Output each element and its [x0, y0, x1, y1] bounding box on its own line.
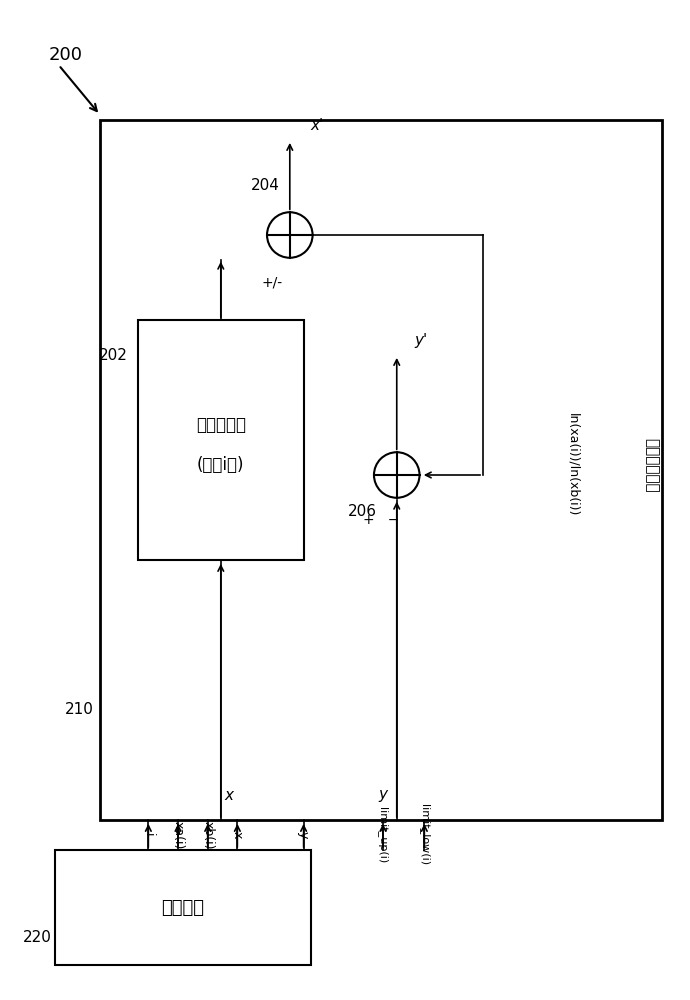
Text: limit_low(i): limit_low(i)	[419, 804, 430, 866]
Ellipse shape	[374, 452, 420, 498]
Text: 200: 200	[48, 46, 82, 64]
Bar	[100, 120, 662, 820]
Text: limit_up(i): limit_up(i)	[377, 807, 388, 863]
Text: x: x	[231, 831, 244, 839]
Bar	[138, 320, 304, 560]
Text: y': y'	[414, 332, 427, 348]
Text: i: i	[142, 833, 155, 837]
Text: 204: 204	[251, 178, 280, 192]
Text: 210: 210	[65, 702, 94, 718]
Text: (移位i位): (移位i位)	[197, 456, 244, 474]
Text: xa(i): xa(i)	[172, 821, 184, 849]
Text: y: y	[378, 788, 387, 802]
Text: 206: 206	[348, 504, 377, 520]
Text: 选择电路: 选择电路	[161, 899, 204, 917]
Text: y: y	[297, 831, 310, 839]
Text: x': x'	[310, 117, 324, 132]
Text: 迭代运算电路: 迭代运算电路	[644, 438, 660, 492]
Text: +/-: +/-	[262, 275, 283, 289]
Text: x: x	[224, 788, 233, 802]
Text: xb(i): xb(i)	[201, 821, 214, 849]
Bar	[55, 850, 310, 965]
Ellipse shape	[267, 212, 313, 258]
Text: +   −: + −	[364, 513, 400, 527]
Text: 移位寄存器: 移位寄存器	[196, 416, 246, 434]
Text: ln(xa(i))/ln(xb(i)): ln(xa(i))/ln(xb(i))	[566, 413, 579, 517]
Text: 202: 202	[99, 348, 128, 362]
Text: 220: 220	[23, 930, 52, 945]
